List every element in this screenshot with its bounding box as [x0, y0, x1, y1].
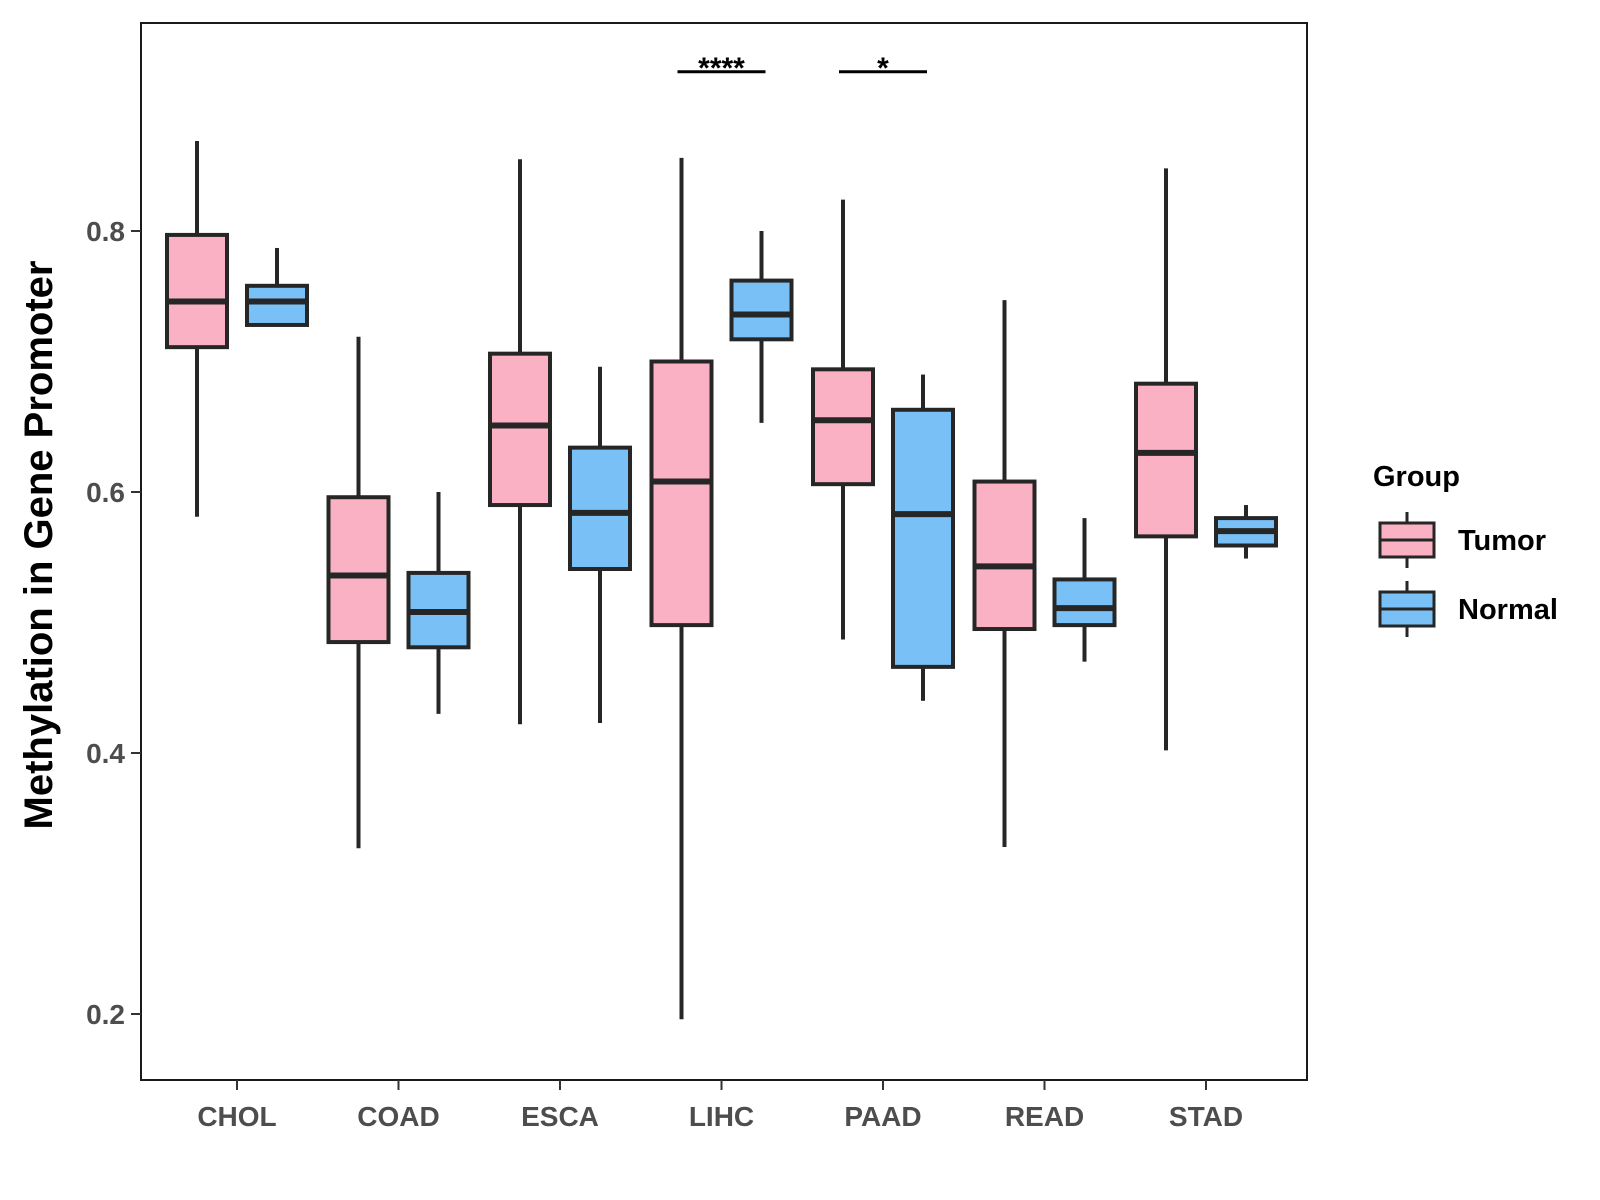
box-iqr	[891, 407, 955, 669]
box-normal-read	[1052, 518, 1117, 662]
significance-lihc: ****	[677, 52, 766, 85]
box-iqr	[811, 367, 875, 487]
significance-paad: *	[839, 52, 927, 85]
boxes-layer	[165, 140, 1278, 1020]
box-iqr	[165, 232, 229, 350]
y-tick-label: 0.6	[86, 477, 125, 508]
plot-panel	[140, 22, 1308, 1081]
box-tumor-paad	[811, 199, 875, 640]
x-tick-label-read: READ	[1005, 1101, 1084, 1132]
box-iqr	[972, 479, 1037, 632]
x-axis: CHOL COAD ESCA LIHC PAAD READ STAD	[197, 1080, 1243, 1132]
x-tick-label-lihc: LIHC	[689, 1101, 754, 1132]
y-axis-title: Methylation in Gene Promoter	[17, 261, 61, 830]
box-normal-chol	[245, 247, 309, 327]
significance-label: *	[877, 52, 889, 85]
box-tumor-chol	[165, 140, 229, 517]
box-normal-paad	[891, 374, 955, 701]
box-normal-coad	[406, 492, 471, 714]
box-iqr	[729, 278, 794, 342]
significance-annotations: **** *	[677, 52, 927, 85]
significance-label: ****	[698, 52, 745, 85]
legend: Group Tumor Normal	[1373, 461, 1558, 637]
x-tick-label-stad: STAD	[1169, 1101, 1243, 1132]
box-tumor-stad	[1134, 168, 1198, 751]
box-normal-lihc	[729, 231, 794, 423]
box-iqr	[245, 283, 309, 327]
box-tumor-esca	[488, 159, 552, 725]
x-tick-label-coad: COAD	[357, 1101, 439, 1132]
legend-item-tumor: Tumor	[1378, 512, 1546, 568]
legend-label-normal: Normal	[1458, 594, 1558, 626]
box-iqr	[488, 351, 552, 508]
box-tumor-coad	[326, 336, 391, 849]
box-tumor-lihc	[649, 157, 714, 1020]
box-tumor-read	[972, 300, 1037, 847]
box-iqr	[1134, 381, 1198, 539]
box-iqr	[326, 495, 391, 645]
y-axis: 0.2 0.4 0.6 0.8	[86, 216, 141, 1030]
legend-title: Group	[1373, 461, 1460, 493]
box-iqr	[568, 445, 632, 571]
box-iqr	[1052, 577, 1117, 628]
y-tick-label: 0.8	[86, 216, 125, 247]
x-tick-label-esca: ESCA	[521, 1101, 599, 1132]
y-tick-label: 0.4	[86, 738, 125, 769]
x-tick-label-paad: PAAD	[844, 1101, 921, 1132]
box-normal-esca	[568, 366, 632, 723]
box-normal-stad	[1214, 505, 1278, 559]
box-iqr	[649, 359, 714, 628]
x-tick-label-chol: CHOL	[197, 1101, 276, 1132]
y-tick-label: 0.2	[86, 999, 125, 1030]
legend-item-normal: Normal	[1378, 581, 1558, 637]
legend-label-tumor: Tumor	[1458, 525, 1546, 557]
